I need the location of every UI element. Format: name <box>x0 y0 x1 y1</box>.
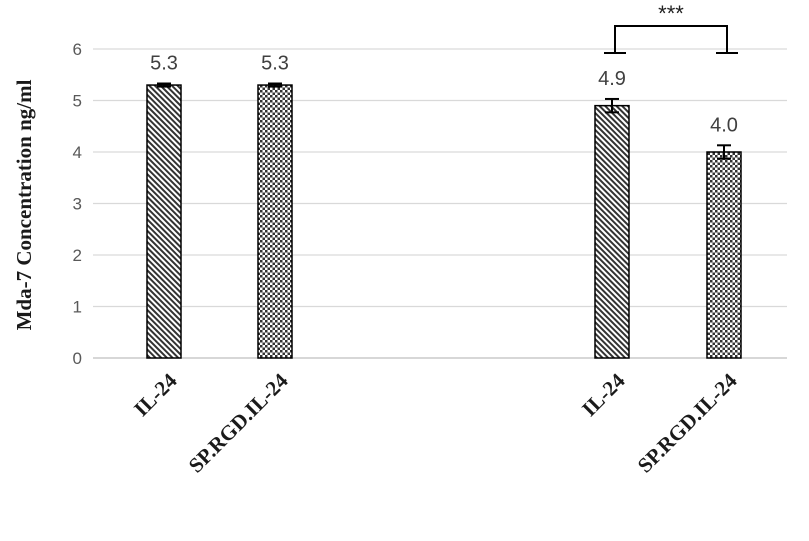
bars: 5.3 5.3 4.9 4.0 <box>146 53 742 359</box>
bracket-line <box>614 25 728 53</box>
data-label: 5.3 <box>261 53 289 75</box>
y-tick-label: 0 <box>73 349 82 368</box>
gridlines <box>93 48 787 359</box>
x-category-label: SP.RGD.IL-24 <box>633 368 742 477</box>
data-label: 4.0 <box>710 114 738 136</box>
y-axis-label: Mda-7 Concentration ng/ml <box>12 79 36 330</box>
x-axis-categories: IL-24 SP.RGD.IL-24 IL-24 SP.RGD.IL-24 <box>129 368 742 477</box>
x-category-label: SP.RGD.IL-24 <box>184 368 293 477</box>
significance-bracket: *** <box>604 1 738 54</box>
y-tick-label: 5 <box>73 92 82 111</box>
y-tick-label: 2 <box>73 246 82 265</box>
bar <box>257 84 293 359</box>
y-tick-label: 4 <box>73 143 82 162</box>
data-label: 4.9 <box>598 68 626 90</box>
x-category-label: IL-24 <box>129 368 182 421</box>
significance-label: *** <box>658 1 684 26</box>
x-category-label: IL-24 <box>577 368 630 421</box>
y-tick-label: 1 <box>73 298 82 317</box>
bar <box>706 151 742 359</box>
y-tick-label: 6 <box>73 40 82 59</box>
bar <box>594 104 630 359</box>
y-tick-label: 3 <box>73 195 82 214</box>
data-label: 5.3 <box>150 53 178 75</box>
y-axis-ticks: 0 1 2 3 4 5 6 <box>73 40 82 368</box>
bar <box>146 84 182 359</box>
